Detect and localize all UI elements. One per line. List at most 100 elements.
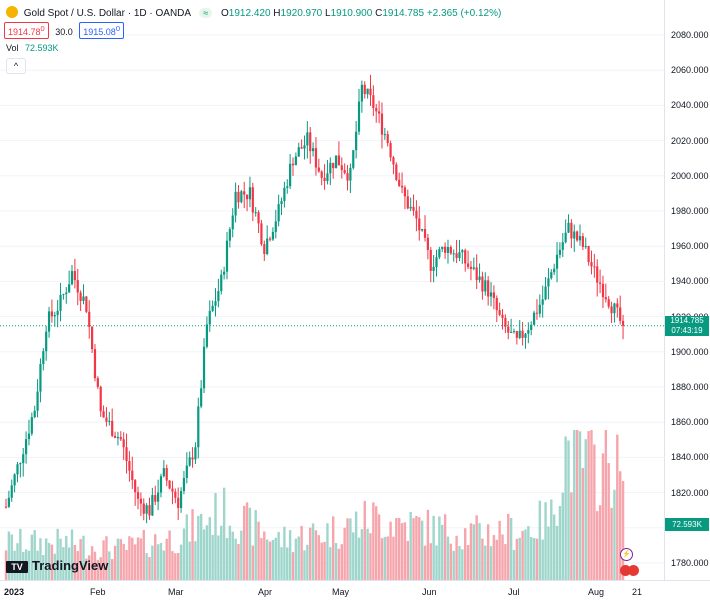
candle-body — [289, 163, 292, 187]
sell-button[interactable]: 1914.780 — [4, 22, 49, 39]
volume-bar — [82, 535, 85, 580]
symbol-title[interactable]: Gold Spot / U.S. Dollar · 1D · OANDA — [23, 8, 191, 19]
volume-bar — [618, 471, 622, 580]
low-label: L — [325, 8, 331, 19]
volume-bar — [386, 536, 389, 580]
candle-body — [108, 420, 111, 422]
price-axis[interactable]: 2080.000 2060.000 2040.000 2020.000 2000.000… — [664, 0, 710, 580]
candle-body — [228, 229, 231, 241]
candle-body — [231, 215, 234, 230]
candle-body — [79, 292, 82, 302]
volume-bar — [346, 518, 349, 580]
volume-bar — [438, 516, 441, 580]
candle-body — [518, 330, 521, 338]
bid-ask-panel: 1914.780 30.0 1915.080 — [4, 22, 124, 39]
volume-bar — [397, 517, 401, 580]
volume-bar — [377, 514, 381, 580]
volume-bar — [418, 517, 421, 580]
candle-body — [464, 250, 467, 264]
candle-body — [39, 364, 42, 392]
candle-body — [504, 317, 507, 327]
candle-body — [205, 324, 208, 347]
volume-bar — [555, 525, 559, 580]
candle-body — [277, 204, 280, 222]
candle-body — [323, 177, 326, 182]
volume-bar — [329, 547, 332, 580]
volume-bar — [237, 543, 240, 580]
volume-bar — [570, 492, 573, 580]
candle-body — [558, 249, 562, 255]
us-flag-event-icon[interactable] — [620, 565, 631, 576]
volume-bar — [486, 524, 490, 580]
candle-body — [36, 391, 39, 411]
volume-bar — [283, 526, 286, 580]
chart-area[interactable] — [0, 0, 664, 580]
candle-body — [596, 266, 599, 283]
time-axis[interactable]: 2023 Feb Mar Apr May Jun Jul Aug 21 — [0, 580, 710, 601]
lightning-event-icon[interactable]: ⚡ — [620, 548, 633, 561]
candle-body — [197, 406, 200, 448]
candle-body — [449, 247, 452, 254]
volume-bar — [498, 520, 501, 580]
volume-bar — [561, 492, 564, 580]
volume-bar — [495, 539, 498, 580]
candle-body — [346, 173, 349, 181]
low-value: 1910.900 — [330, 8, 373, 19]
candle-body — [487, 280, 490, 297]
candle-body — [386, 134, 389, 144]
candle-body — [452, 253, 455, 255]
candle-body — [421, 228, 424, 231]
candle-body — [177, 497, 180, 508]
volume-bar — [191, 509, 194, 580]
candle-body — [237, 191, 240, 203]
candle-body — [455, 253, 458, 259]
volume-bar — [171, 551, 174, 580]
volume-bar — [573, 430, 576, 580]
volume-bar — [303, 550, 306, 580]
candle-body — [70, 271, 74, 285]
volume-bar — [331, 516, 335, 580]
buy-button[interactable]: 1915.080 — [79, 22, 124, 39]
time-tick-label: Apr — [258, 587, 273, 597]
volume-bar — [27, 550, 31, 580]
volume-bar — [464, 528, 467, 580]
market-status-icon[interactable]: ≈ — [199, 8, 213, 18]
volume-bar — [217, 535, 220, 580]
volume-bar — [383, 536, 387, 580]
volume-bar — [62, 547, 65, 580]
candle-body — [426, 237, 429, 250]
volume-bar — [42, 554, 45, 580]
volume-legend[interactable]: Vol 72.593K — [6, 43, 59, 53]
volume-bar — [538, 500, 542, 580]
time-tick-label: Aug — [588, 587, 605, 597]
volume-bar — [263, 531, 266, 580]
candle-body — [584, 246, 587, 248]
candle-body — [541, 299, 544, 305]
collapse-legend-button[interactable]: ^ — [6, 58, 26, 74]
volume-bar — [260, 538, 263, 580]
volume-bar — [50, 544, 54, 580]
candle-body — [82, 296, 85, 302]
candle-body — [613, 303, 616, 314]
volume-bar — [475, 515, 478, 580]
volume-bar — [349, 518, 352, 580]
candle-body — [286, 186, 289, 188]
volume-bar — [30, 534, 34, 580]
volume-bar — [225, 538, 229, 580]
volume-bar — [271, 539, 275, 580]
us-flag-event-icon[interactable] — [628, 565, 639, 576]
candle-body — [478, 276, 481, 281]
price-tick-label: 1840.000 — [671, 452, 709, 463]
volume-bar — [354, 511, 358, 580]
volume-bar — [70, 529, 74, 580]
volume-bar — [228, 525, 232, 580]
volume-bar — [366, 528, 369, 580]
time-tick-label: Mar — [168, 587, 184, 597]
tradingview-logo[interactable]: TV TradingView — [6, 558, 108, 573]
symbol-legend[interactable]: Gold Spot / U.S. Dollar · 1D · OANDA ≈ O… — [6, 6, 501, 19]
volume-bar — [567, 440, 570, 580]
candle-body — [211, 305, 214, 311]
candle-body — [320, 171, 323, 178]
candle-body — [481, 276, 484, 292]
candle-body — [202, 346, 206, 389]
